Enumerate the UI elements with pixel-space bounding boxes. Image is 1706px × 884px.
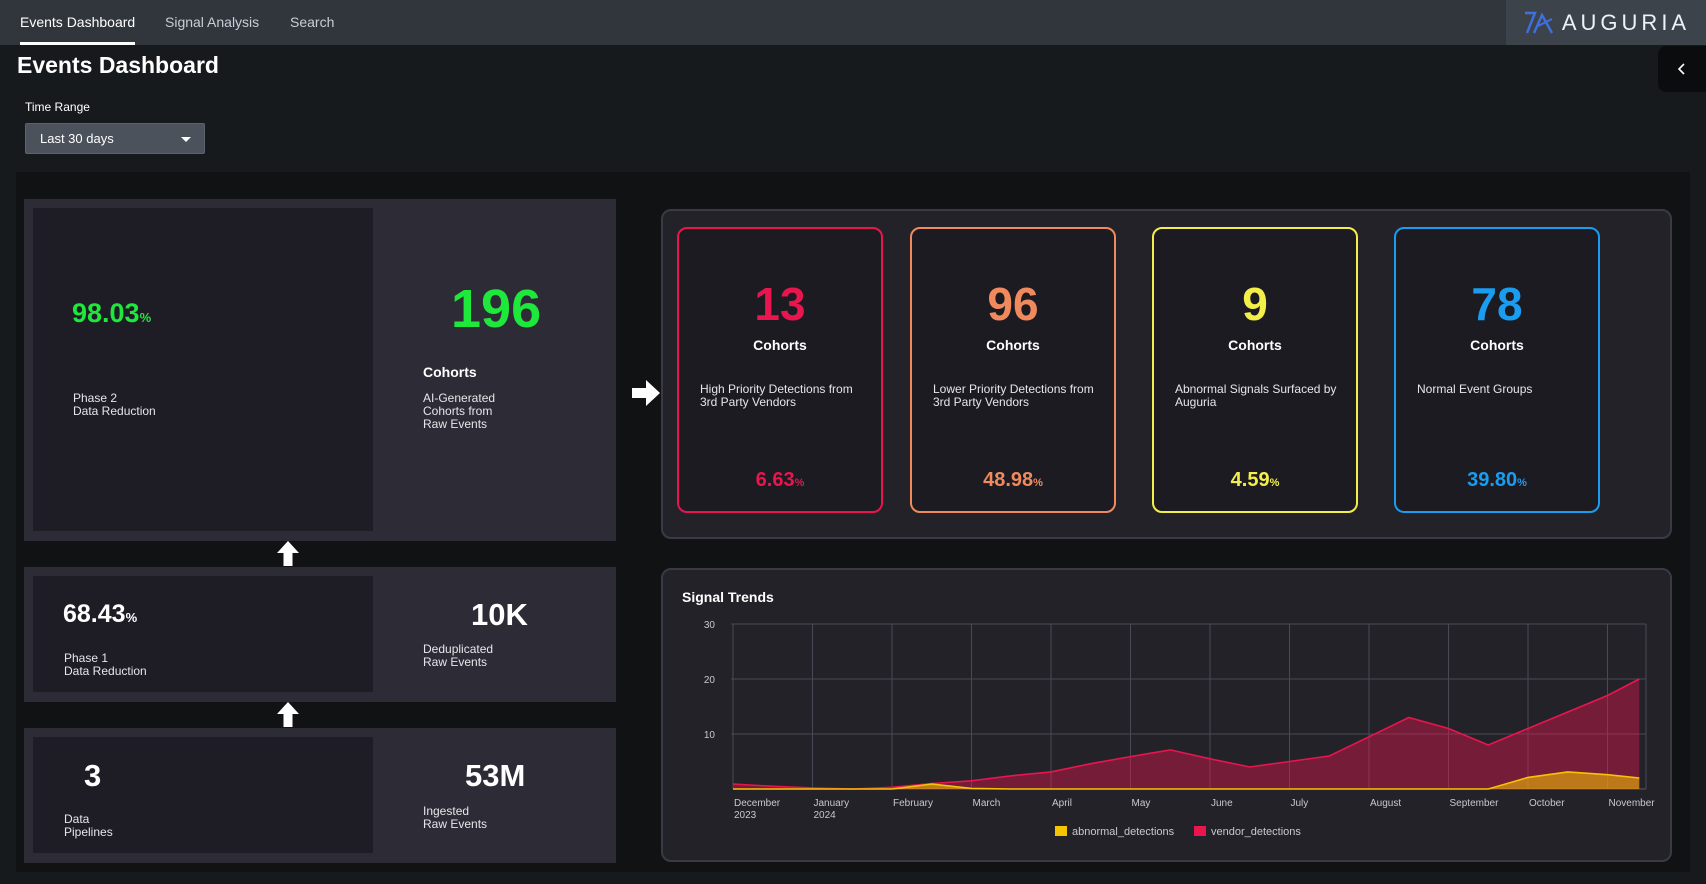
cohort-label: Cohorts — [1470, 337, 1524, 353]
cohort-count: 78 — [1471, 278, 1523, 330]
cohort-label: Cohorts — [1228, 337, 1282, 353]
phase2-inner — [33, 208, 373, 531]
cohort-card-abnormal-signals[interactable]: 9 Cohorts Abnormal Signals Surfaced by A… — [1152, 227, 1358, 513]
arrow-right-icon — [632, 380, 660, 406]
cohort-count: 13 — [754, 278, 806, 330]
page-title: Events Dashboard — [17, 52, 219, 78]
cohort-card-lower-priority[interactable]: 96 Cohorts Lower Priority Detections fro… — [910, 227, 1116, 513]
brand-logo[interactable]: AUGURIA — [1506, 0, 1706, 45]
chevron-left-icon — [1677, 63, 1685, 75]
x-tick-label: October — [1529, 798, 1565, 809]
cohort-card-normal-events[interactable]: 78 Cohorts Normal Event Groups 39.80% — [1394, 227, 1600, 513]
legend-label: vendor_detections — [1211, 826, 1301, 838]
phase2-block — [24, 199, 616, 541]
ingested-events-label: Ingested Raw Events — [423, 804, 488, 831]
cohort-description: High Priority Detections from 3rd Party … — [700, 382, 853, 409]
cohort-percentage: 48.98% — [983, 469, 1043, 491]
x-tick-label: September — [1450, 798, 1500, 809]
time-range-dropdown[interactable]: Last 30 days — [25, 123, 205, 154]
y-tick-label: 20 — [704, 675, 716, 686]
series-line-abnormal_detections — [733, 771, 1640, 790]
phase1-block — [24, 567, 616, 702]
ingest-inner — [33, 737, 373, 853]
cohort-description: Lower Priority Detections from 3rd Party… — [933, 382, 1094, 409]
arrow-up-icon — [277, 702, 299, 727]
cohorts-total-label: AI-Generated Cohorts from Raw Events — [423, 391, 496, 431]
x-tick-label: July — [1291, 798, 1309, 809]
x-tick-label: February — [893, 798, 933, 809]
deduplicated-events-label: Deduplicated Raw Events — [423, 642, 494, 669]
tab-search[interactable]: Search — [290, 14, 335, 30]
cohort-count: 96 — [987, 278, 1039, 330]
cohorts-total-title: Cohorts — [423, 364, 477, 380]
cohort-percentage: 4.59% — [1230, 469, 1280, 491]
phase1-reduction-label: Phase 1 Data Reduction — [64, 651, 147, 678]
x-tick-label: November — [1609, 798, 1656, 809]
x-tick-label: August — [1370, 798, 1401, 809]
ingested-events-value: 53M — [465, 758, 526, 793]
arrow-up-icon — [277, 541, 299, 566]
data-pipelines-label: Data Pipelines — [64, 812, 113, 839]
legend-label: abnormal_detections — [1072, 826, 1175, 838]
top-nav: Events Dashboard Signal Analysis Search … — [0, 0, 1706, 45]
x-tick-label: June — [1211, 798, 1233, 809]
y-tick-label: 10 — [704, 730, 716, 741]
data-pipelines-value: 3 — [84, 758, 102, 793]
series-area-vendor_detections — [733, 679, 1640, 789]
series-area-abnormal_detections — [733, 771, 1640, 789]
auguria-logo-icon — [1524, 11, 1553, 34]
legend-swatch — [1194, 826, 1206, 836]
series-line-vendor_detections — [732, 678, 1640, 790]
signal-trends-chart: 10 20 30 December 2023 January 2024 February Mar… — [704, 620, 1656, 838]
y-tick-label: 30 — [704, 620, 716, 631]
signal-trends-panel — [661, 568, 1672, 862]
x-tick-label: December 2023 — [734, 798, 781, 821]
cohort-card-high-priority[interactable]: 13 Cohorts High Priority Detections from… — [677, 227, 883, 513]
phase2-reduction-value: 98.03% — [72, 298, 152, 328]
x-tick-label: April — [1052, 798, 1072, 809]
ingest-block — [24, 728, 616, 863]
phase1-inner — [33, 576, 373, 692]
chart-title: Signal Trends — [682, 589, 774, 605]
legend-swatch — [1055, 826, 1067, 836]
brand-name: AUGURIA — [1561, 9, 1691, 35]
collapse-panel-button[interactable] — [1658, 46, 1706, 92]
tab-signal-analysis[interactable]: Signal Analysis — [165, 14, 260, 30]
cohort-label: Cohorts — [753, 337, 807, 353]
time-range-label: Time Range — [25, 100, 90, 114]
cohort-description: Normal Event Groups — [1417, 382, 1533, 396]
cohort-percentage: 39.80% — [1467, 469, 1527, 491]
phase1-reduction-value: 68.43% — [63, 600, 138, 628]
cohort-description: Abnormal Signals Surfaced by Auguria — [1175, 382, 1337, 409]
cohorts-total-value: 196 — [451, 279, 542, 339]
tab-events-dashboard[interactable]: Events Dashboard — [20, 0, 136, 45]
cohort-count: 9 — [1242, 278, 1268, 330]
caret-down-icon — [181, 137, 191, 142]
time-range-value: Last 30 days — [40, 131, 114, 146]
cohort-percentage: 6.63% — [755, 469, 805, 491]
phase2-reduction-label: Phase 2 Data Reduction — [73, 391, 156, 418]
x-tick-label: January 2024 — [814, 798, 850, 821]
cohort-label: Cohorts — [986, 337, 1040, 353]
x-tick-label: May — [1132, 798, 1151, 809]
x-tick-label: March — [973, 798, 1001, 809]
deduplicated-events-value: 10K — [471, 597, 528, 632]
